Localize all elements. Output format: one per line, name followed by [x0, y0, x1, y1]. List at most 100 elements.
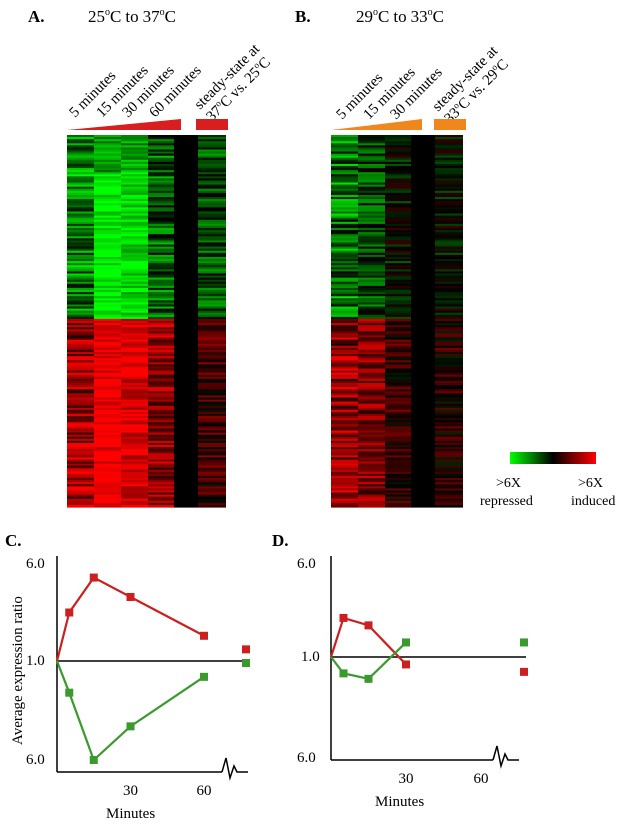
heatmap-cell [385, 465, 411, 469]
heatmap-cell [121, 341, 148, 345]
heatmap-cell [435, 188, 463, 192]
heatmap-cell [198, 267, 226, 270]
heatmap-cell [411, 188, 435, 192]
heatmap-cell [174, 469, 198, 473]
heatmap-cell [94, 349, 121, 353]
heatmap-cell [148, 248, 174, 252]
heatmap-cell [94, 356, 121, 359]
heatmap-cell [385, 207, 411, 210]
heatmap-cell [67, 261, 94, 264]
heatmap-cell [435, 139, 463, 142]
steady-state-point-repressed [520, 638, 528, 647]
heatmap-cell [411, 339, 435, 343]
heatmap-cell [174, 461, 198, 465]
heatmap-cell [94, 256, 121, 260]
heatmap-cell [67, 217, 94, 221]
heatmap-cell [67, 273, 94, 277]
heatmap-cell [358, 225, 385, 229]
heatmap-cell [435, 298, 463, 301]
heatmap-cell [385, 269, 411, 272]
heatmap-cell [198, 194, 226, 198]
heatmap-cell [121, 380, 148, 384]
heatmap-cell [67, 188, 94, 192]
heatmap-cell [121, 504, 148, 508]
heatmap-cell [385, 180, 411, 184]
heatmap-cell [358, 281, 385, 285]
heatmap-cell [435, 283, 463, 287]
heatmap-cell [331, 199, 358, 202]
heatmap-cell [198, 378, 226, 382]
c-tick-top: 6.0 [26, 556, 45, 572]
heatmap-cell [94, 217, 121, 221]
heatmap-cell [358, 259, 385, 262]
heatmap-cell [385, 186, 411, 190]
heatmap-cell [358, 469, 385, 473]
heatmap-cell [121, 163, 148, 167]
heatmap-cell [148, 321, 174, 324]
heatmap-cell [331, 217, 358, 221]
heatmap-cell [198, 428, 226, 432]
heatmap-cell [148, 354, 174, 357]
heatmap-cell [435, 316, 463, 320]
heatmap-cell [435, 387, 463, 390]
heatmap-cell [94, 273, 121, 277]
heatmap-cell [385, 362, 411, 365]
heatmap-cell [411, 401, 435, 405]
heatmap-cell [358, 453, 385, 456]
heatmap-cell [358, 504, 385, 508]
heatmap-cell [94, 143, 121, 146]
heatmap-cell [121, 480, 148, 483]
heatmap-cell [94, 285, 121, 289]
heatmap-cell [331, 221, 358, 225]
heatmap-cell [148, 163, 174, 167]
heatmap-cell [411, 434, 435, 438]
heatmap-cell [148, 174, 174, 177]
heatmap-cell [385, 364, 411, 368]
heatmap-cell [174, 356, 198, 359]
heatmap-cell [435, 221, 463, 225]
heatmap-cell [67, 143, 94, 146]
heatmap-cell [94, 283, 121, 287]
heatmap-cell [94, 492, 121, 496]
heatmap-b [331, 135, 463, 508]
heatmap-cell [94, 230, 121, 233]
heatmap-cell [435, 438, 463, 442]
heatmap-cell [174, 500, 198, 504]
heatmap-cell [94, 137, 121, 140]
heatmap-cell [121, 428, 148, 432]
heatmap-cell [435, 366, 463, 370]
heatmap-cell [67, 393, 94, 396]
heatmap-cell [94, 236, 121, 239]
heatmap-cell [385, 135, 411, 138]
heatmap-cell [358, 414, 385, 417]
heatmap-cell [174, 494, 198, 498]
heatmap-cell [411, 370, 435, 374]
heatmap-cell [411, 337, 435, 341]
heatmap-cell [198, 153, 226, 157]
heatmap-cell [94, 387, 121, 390]
heatmap-cell [331, 161, 358, 165]
heatmap-cell [148, 168, 174, 171]
heatmap-cell [385, 298, 411, 301]
heatmap-cell [411, 354, 435, 357]
heatmap-cell [385, 209, 411, 213]
heatmap-cell [148, 223, 174, 227]
heatmap-cell [331, 234, 358, 237]
heatmap-cell [148, 380, 174, 384]
heatmap-cell [411, 201, 435, 204]
heatmap-cell [174, 302, 198, 306]
heatmap-cell [174, 250, 198, 254]
heatmap-cell [67, 199, 94, 202]
heatmap-cell [435, 292, 463, 295]
data-point-repressed [126, 722, 135, 731]
heatmap-cell [435, 230, 463, 233]
heatmap-cell [435, 478, 463, 481]
heatmap-cell [435, 261, 463, 264]
heatmap-cell [174, 453, 198, 456]
heatmap-cell [358, 486, 385, 489]
heatmap-cell [331, 457, 358, 461]
heatmap-cell [358, 370, 385, 374]
heatmap-cell [174, 490, 198, 494]
heatmap-cell [331, 279, 358, 283]
heatmap-cell [67, 500, 94, 504]
